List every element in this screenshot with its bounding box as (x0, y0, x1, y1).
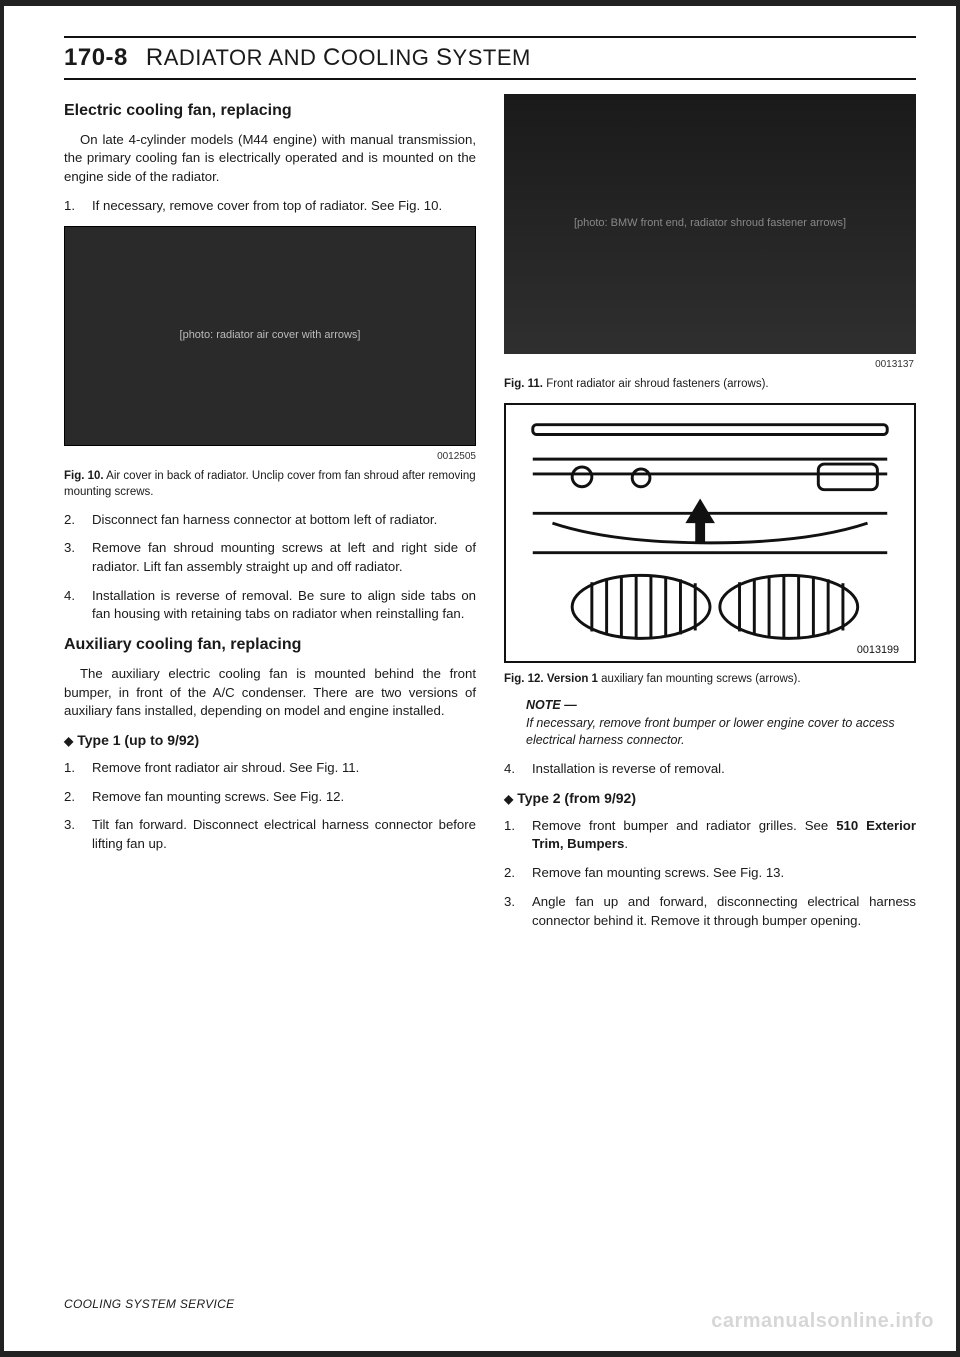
step-item: 1. Remove front bumper and radiator gril… (526, 817, 916, 854)
step-item: 3. Tilt fan forward. Disconnect electric… (86, 816, 476, 853)
step-number: 2. (64, 788, 75, 807)
diagram-id-text: 0013199 (857, 644, 899, 656)
step-number: 4. (64, 587, 75, 606)
figure-caption-lead: Fig. 12. (504, 673, 544, 685)
step-text: Remove fan shroud mounting screws at lef… (92, 540, 476, 574)
left-column: Electric cooling fan, replacing On late … (64, 94, 476, 940)
note-block: NOTE — If necessary, remove front bumper… (526, 697, 916, 750)
step-text: Tilt fan forward. Disconnect electrical … (92, 817, 476, 851)
step-text: Remove fan mounting screws. See Fig. 12. (92, 789, 344, 804)
figure-10-photo: [photo: radiator air cover with arrows] (64, 226, 476, 446)
subtype-heading: Type 2 (from 9/92) (504, 789, 916, 809)
procedure-steps: 2. Disconnect fan harness connector at b… (64, 511, 476, 625)
title-word: YSTEM (453, 45, 531, 70)
step-number: 3. (504, 893, 515, 912)
figure-caption: Fig. 11. Front radiator air shroud faste… (504, 376, 916, 392)
title-cap: S (436, 44, 453, 71)
step-item: 4. Installation is reverse of removal. B… (86, 587, 476, 624)
step-item: 2. Disconnect fan harness connector at b… (86, 511, 476, 530)
step-text-part: . (624, 836, 628, 851)
figure-id: 0013137 (504, 358, 914, 372)
right-column: [photo: BMW front end, radiator shroud f… (504, 94, 916, 940)
section-heading: Auxiliary cooling fan, replacing (64, 634, 476, 657)
figure-caption-lead: Fig. 10. (64, 470, 104, 482)
step-item: 2. Remove fan mounting screws. See Fig. … (86, 788, 476, 807)
step-number: 4. (504, 760, 515, 779)
figure-12-diagram: 0013199 (504, 403, 916, 663)
step-item: 1. Remove front radiator air shroud. See… (86, 759, 476, 778)
page-number: 170-8 (64, 44, 128, 72)
step-item: 2. Remove fan mounting screws. See Fig. … (526, 864, 916, 883)
step-item: 3. Remove fan shroud mounting screws at … (86, 539, 476, 576)
figure-caption-body: Front radiator air shroud fasteners (arr… (543, 378, 769, 390)
aux-fan-diagram-svg: 0013199 (506, 405, 914, 661)
figure-caption-body: Air cover in back of radiator. Unclip co… (64, 470, 476, 498)
step-item: 1. If necessary, remove cover from top o… (86, 197, 476, 216)
subtype-heading: Type 1 (up to 9/92) (64, 731, 476, 751)
step-text: Installation is reverse of removal. (532, 761, 725, 776)
note-label: NOTE — (526, 697, 916, 715)
step-text: Angle fan up and forward, disconnecting … (532, 894, 916, 928)
page-title: RADIATOR AND COOLING SYSTEM (146, 44, 531, 72)
figure-caption-body: auxiliary fan mounting screws (arrows). (598, 673, 801, 685)
step-number: 2. (504, 864, 515, 883)
figure-id: 0012505 (64, 450, 476, 464)
step-item: 3. Angle fan up and forward, disconnecti… (526, 893, 916, 930)
step-text: If necessary, remove cover from top of r… (92, 198, 442, 213)
step-number: 1. (64, 759, 75, 778)
procedure-steps: 1. If necessary, remove cover from top o… (64, 197, 476, 216)
figure-caption: Fig. 12. Version 1 auxiliary fan mountin… (504, 671, 916, 687)
figure-placeholder-text: [photo: BMW front end, radiator shroud f… (574, 216, 846, 232)
note-body: If necessary, remove front bumper or low… (526, 715, 916, 751)
step-text: Remove front bumper and radiator grilles… (532, 818, 916, 852)
figure-placeholder-text: [photo: radiator air cover with arrows] (180, 328, 361, 344)
step-number: 1. (504, 817, 515, 836)
procedure-steps: 1. Remove front bumper and radiator gril… (504, 817, 916, 931)
figure-caption-bold: Version 1 (544, 673, 598, 685)
procedure-steps: 4. Installation is reverse of removal. (504, 760, 916, 779)
step-number: 3. (64, 816, 75, 835)
title-cap: C (323, 44, 341, 71)
step-item: 4. Installation is reverse of removal. (526, 760, 916, 779)
step-text: Installation is reverse of removal. Be s… (92, 588, 476, 622)
figure-caption-lead: Fig. 11. (504, 378, 543, 390)
title-word: OOLING (341, 45, 430, 70)
figure-caption: Fig. 10. Air cover in back of radiator. … (64, 468, 476, 501)
step-text: Remove front radiator air shroud. See Fi… (92, 760, 359, 775)
title-word: ADIATOR AND (164, 45, 317, 70)
step-text-part: Remove front bumper and radiator grilles… (532, 818, 836, 833)
section-heading: Electric cooling fan, replacing (64, 100, 476, 123)
step-number: 2. (64, 511, 75, 530)
two-column-layout: Electric cooling fan, replacing On late … (64, 94, 916, 940)
procedure-steps: 1. Remove front radiator air shroud. See… (64, 759, 476, 854)
manual-page: 170-8 RADIATOR AND COOLING SYSTEM Electr… (0, 0, 960, 1357)
watermark: carmanualsonline.info (711, 1310, 934, 1333)
footer-section-title: COOLING SYSTEM SERVICE (64, 1297, 234, 1311)
figure-11-photo: [photo: BMW front end, radiator shroud f… (504, 94, 916, 354)
step-text: Disconnect fan harness connector at bott… (92, 512, 437, 527)
step-number: 3. (64, 539, 75, 558)
page-header: 170-8 RADIATOR AND COOLING SYSTEM (64, 36, 916, 80)
intro-paragraph: On late 4-cylinder models (M44 engine) w… (64, 131, 476, 187)
title-cap: R (146, 44, 164, 71)
intro-paragraph: The auxiliary electric cooling fan is mo… (64, 665, 476, 721)
step-number: 1. (64, 197, 75, 216)
step-text: Remove fan mounting screws. See Fig. 13. (532, 865, 784, 880)
